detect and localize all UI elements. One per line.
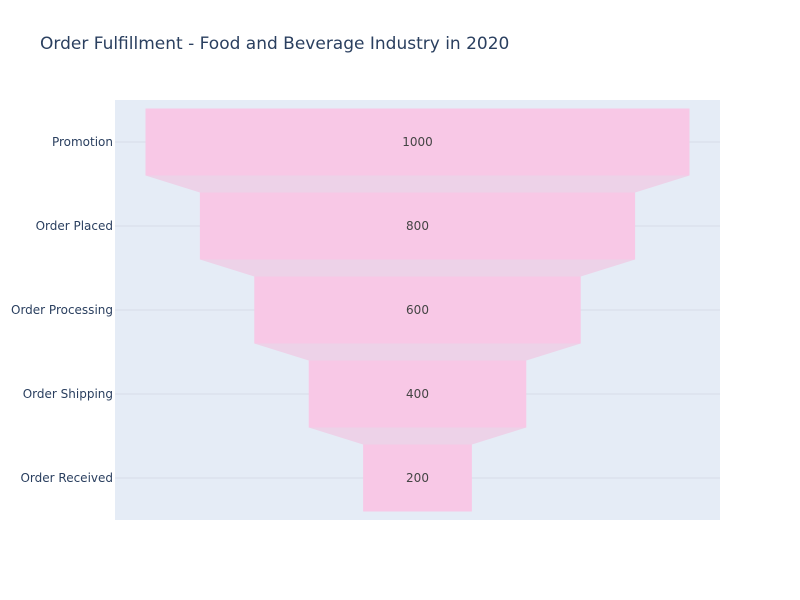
chart-title: Order Fulfillment - Food and Beverage In… <box>40 34 510 54</box>
value-labels: 1000 800 600 400 200 <box>402 135 433 485</box>
value-label: 1000 <box>402 135 433 149</box>
funnel-connector <box>308 427 527 445</box>
value-label: 200 <box>406 471 429 485</box>
y-tick-label: Order Processing <box>11 303 113 317</box>
funnel-connectors <box>145 175 690 445</box>
funnel-bar-order-processing <box>254 276 581 344</box>
y-tick-label: Order Received <box>20 471 113 485</box>
funnel-bar-order-shipping <box>308 360 527 428</box>
value-label: 800 <box>406 219 429 233</box>
funnel-bar-order-placed <box>199 192 636 260</box>
funnel-bar-promotion <box>145 108 690 176</box>
value-label: 400 <box>406 387 429 401</box>
funnel-connector <box>254 343 581 361</box>
funnel-bars <box>145 108 690 512</box>
funnel-connector <box>145 175 690 193</box>
funnel-bar-order-received <box>363 444 472 512</box>
value-label: 600 <box>406 303 429 317</box>
y-tick-labels: Promotion Order Placed Order Processing Ord… <box>11 135 113 485</box>
funnel-connector <box>199 259 636 277</box>
y-tick-label: Order Shipping <box>23 387 113 401</box>
y-tick-label: Order Placed <box>36 219 113 233</box>
y-tick-label: Promotion <box>52 135 113 149</box>
